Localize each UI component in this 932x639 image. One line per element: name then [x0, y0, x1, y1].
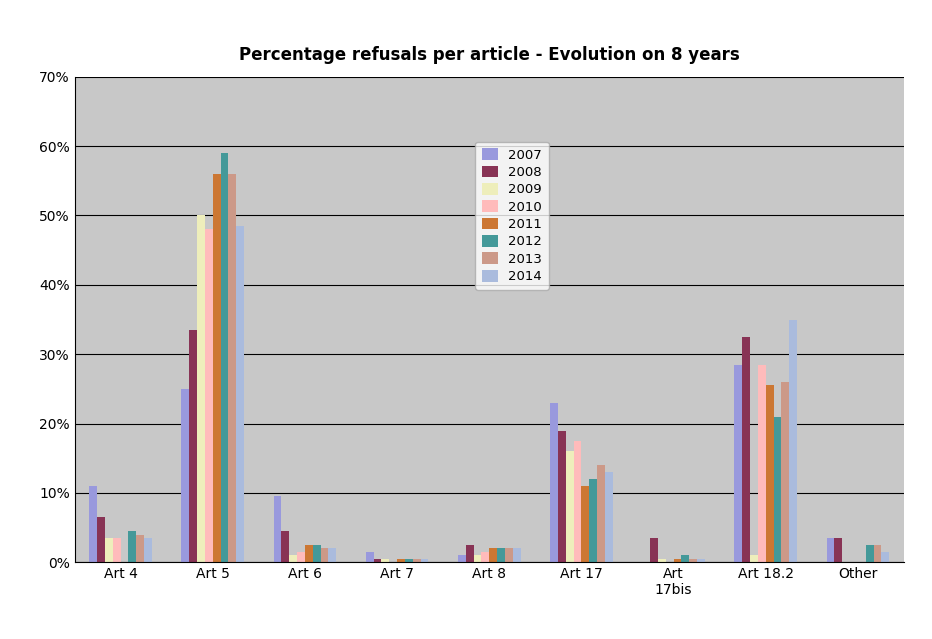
Bar: [97, 517, 105, 562]
Bar: [105, 538, 113, 562]
Bar: [413, 559, 420, 562]
Bar: [313, 545, 321, 562]
Bar: [505, 548, 513, 562]
Bar: [827, 538, 834, 562]
Bar: [558, 431, 566, 562]
Bar: [597, 465, 605, 562]
Bar: [873, 545, 882, 562]
Bar: [281, 531, 289, 562]
Legend: 2007, 2008, 2009, 2010, 2011, 2012, 2013, 2014: 2007, 2008, 2009, 2010, 2011, 2012, 2013…: [475, 142, 549, 290]
Bar: [513, 548, 521, 562]
Bar: [658, 559, 665, 562]
Bar: [651, 538, 658, 562]
Bar: [774, 417, 781, 562]
Bar: [573, 441, 582, 562]
Bar: [136, 535, 144, 562]
Bar: [690, 559, 697, 562]
Bar: [674, 559, 681, 562]
Bar: [589, 479, 597, 562]
Bar: [566, 451, 573, 562]
Bar: [750, 555, 758, 562]
Bar: [681, 555, 690, 562]
Bar: [473, 555, 482, 562]
Title: Percentage refusals per article - Evolution on 8 years: Percentage refusals per article - Evolut…: [239, 46, 740, 64]
Bar: [129, 531, 136, 562]
Bar: [882, 552, 889, 562]
Bar: [237, 226, 244, 562]
Bar: [834, 538, 843, 562]
Bar: [605, 472, 613, 562]
Bar: [365, 552, 374, 562]
Bar: [766, 385, 774, 562]
Bar: [321, 548, 328, 562]
Bar: [781, 382, 789, 562]
Bar: [305, 545, 313, 562]
Bar: [466, 545, 473, 562]
Bar: [489, 548, 497, 562]
Bar: [789, 320, 797, 562]
Bar: [550, 403, 558, 562]
Bar: [297, 552, 305, 562]
Bar: [866, 545, 873, 562]
Bar: [582, 486, 589, 562]
Bar: [274, 497, 281, 562]
Bar: [212, 174, 221, 562]
Bar: [144, 538, 152, 562]
Bar: [397, 559, 405, 562]
Bar: [482, 552, 489, 562]
Bar: [182, 389, 189, 562]
Bar: [405, 559, 413, 562]
Bar: [89, 486, 97, 562]
Bar: [381, 559, 390, 562]
Bar: [205, 229, 212, 562]
Bar: [113, 538, 120, 562]
Bar: [198, 215, 205, 562]
Bar: [420, 559, 429, 562]
Bar: [221, 153, 228, 562]
Bar: [289, 555, 297, 562]
Bar: [458, 555, 466, 562]
Bar: [189, 330, 198, 562]
Bar: [734, 365, 742, 562]
Bar: [697, 559, 705, 562]
Bar: [758, 365, 766, 562]
Bar: [374, 559, 381, 562]
Bar: [497, 548, 505, 562]
Bar: [328, 548, 336, 562]
Bar: [228, 174, 237, 562]
Bar: [742, 337, 750, 562]
